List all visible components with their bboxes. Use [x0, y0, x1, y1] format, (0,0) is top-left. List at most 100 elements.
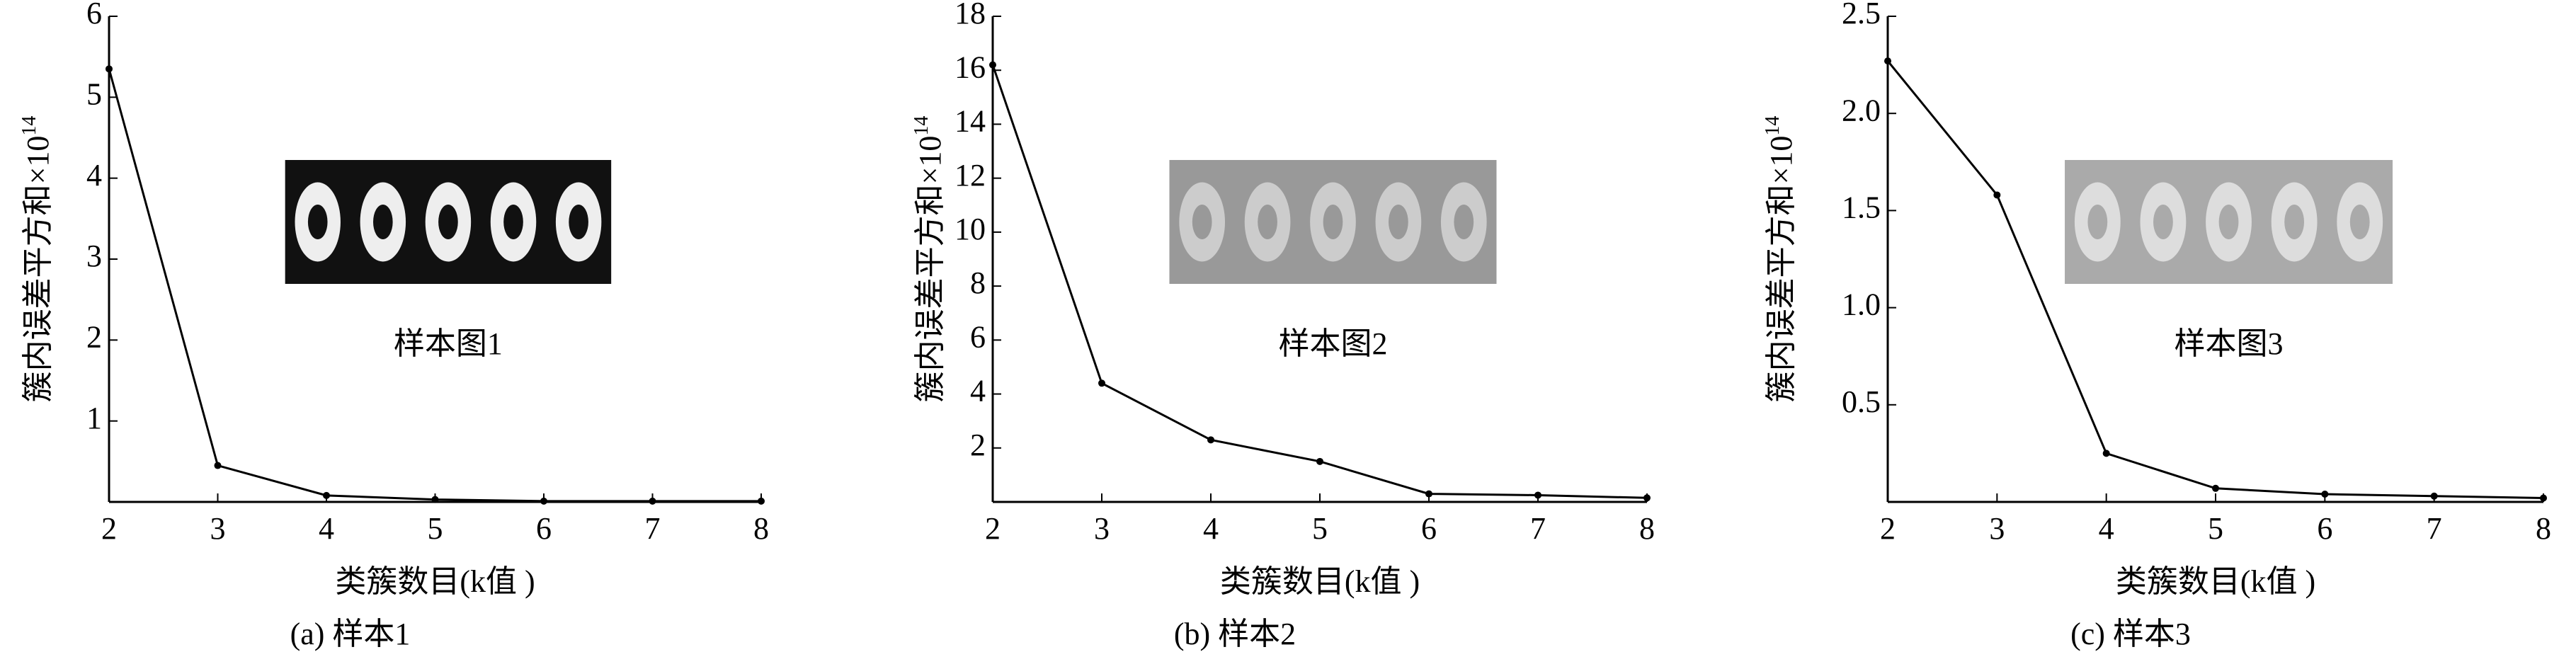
inset-motif [2349, 205, 2370, 239]
inset-image [1169, 160, 1497, 284]
y-tick-label: 18 [954, 0, 986, 30]
y-tick-label: 1.0 [1842, 287, 1881, 322]
data-point [1425, 490, 1432, 498]
y-axis-label: 簇内误差平方和×1014 [1762, 116, 1799, 403]
data-point [649, 497, 656, 505]
y-tick-label: 2 [86, 319, 102, 354]
x-tick-label: 3 [1094, 511, 1110, 546]
inset-motif [1192, 205, 1212, 239]
y-axis-label-text: 簇内误差平方和×10 [1764, 136, 1799, 403]
y-axis-label-exponent: 14 [18, 116, 40, 136]
y-tick-label: 2.5 [1842, 0, 1881, 30]
data-point [1534, 491, 1541, 499]
inset-motif [2153, 205, 2173, 239]
data-point [214, 462, 222, 469]
data-line [108, 68, 761, 503]
inset-motif [1323, 205, 1343, 239]
inset-motif [1389, 205, 1408, 239]
y-tick-label: 8 [970, 265, 986, 300]
inset-motif [1454, 205, 1474, 239]
x-tick-label: 8 [753, 511, 769, 546]
inset-label: 样本图3 [2175, 326, 2284, 361]
x-tick-label: 5 [1312, 511, 1328, 546]
caption: (b) 样本2 [1174, 617, 1296, 651]
data-point [2321, 491, 2329, 498]
x-tick-label: 5 [2208, 511, 2223, 546]
y-tick-label: 1.5 [1842, 190, 1881, 224]
data-point [758, 497, 765, 505]
y-axis-label-exponent: 14 [1762, 116, 1784, 136]
y-tick-label: 12 [954, 158, 986, 193]
x-tick-label: 8 [2536, 511, 2551, 546]
y-axis-label: 簇内误差平方和×1014 [911, 116, 947, 403]
x-tick-label: 4 [1203, 511, 1219, 546]
inset-motif [438, 205, 458, 239]
y-tick-label: 10 [954, 212, 986, 246]
y-tick-label: 1 [86, 401, 102, 435]
x-tick-label: 7 [2427, 511, 2442, 546]
data-point [2540, 494, 2547, 502]
y-tick-label: 4 [970, 374, 986, 408]
y-axis-label: 簇内误差平方和×1014 [18, 116, 55, 403]
inset-motif [503, 205, 523, 239]
chart: 2 4 6 8 10 12 14 16 18 2 3 4 5 6 7 8 样本图2 簇内误差平方和×1014 类簇数… [911, 0, 1655, 651]
caption: (c) 样本3 [2070, 617, 2191, 651]
y-tick-label: 5 [86, 76, 102, 111]
x-tick-label: 3 [210, 511, 226, 546]
y-tick-label: 3 [86, 239, 102, 273]
data-point [1207, 436, 1214, 444]
inset-motif [307, 205, 328, 239]
x-tick-label: 6 [1421, 511, 1437, 546]
y-tick-label: 14 [954, 104, 986, 139]
x-tick-label: 2 [101, 511, 117, 546]
data-point [989, 61, 996, 69]
x-tick-label: 3 [1989, 511, 2005, 546]
inset-motif [2284, 205, 2305, 239]
data-point [2430, 492, 2438, 500]
inset-motif [1258, 205, 1277, 239]
data-point [106, 65, 113, 73]
x-tick-label: 5 [428, 511, 443, 546]
inset-motif [373, 205, 393, 239]
data-point [1643, 494, 1651, 502]
x-axis-label: 类簇数目(k值 ) [1220, 564, 1420, 599]
chart: 1 2 3 4 5 6 2 3 4 5 6 7 8 样本图1 簇内误差平方和×1014 类簇数目(k值 ) (a… [18, 0, 769, 651]
data-point [431, 496, 439, 503]
y-tick-label: 6 [86, 0, 102, 30]
x-tick-label: 7 [645, 511, 661, 546]
y-tick-label: 4 [86, 158, 102, 193]
data-point [1316, 457, 1323, 465]
y-axis-label-text: 簇内误差平方和×10 [21, 136, 55, 403]
inset-motif [2087, 205, 2108, 239]
y-axis-label-exponent: 14 [911, 116, 933, 136]
data-point [1884, 57, 1891, 65]
x-axis-label: 类簇数目(k值 ) [2116, 564, 2315, 599]
data-point [540, 497, 547, 505]
y-tick-label: 16 [954, 50, 986, 84]
y-tick-label: 6 [970, 319, 986, 354]
inset-label: 样本图2 [1278, 326, 1387, 361]
inset-label: 样本图1 [394, 326, 503, 361]
data-point [323, 491, 330, 499]
y-tick-label: 0.5 [1842, 384, 1881, 419]
y-tick-label: 2 [970, 428, 986, 462]
y-tick-label: 2.0 [1842, 93, 1881, 127]
x-tick-label: 6 [2317, 511, 2332, 546]
caption: (a) 样本1 [290, 617, 411, 651]
inset-motif [569, 205, 588, 239]
x-tick-label: 4 [2099, 511, 2114, 546]
data-point [2212, 484, 2219, 492]
x-tick-label: 4 [319, 511, 334, 546]
x-tick-label: 2 [1880, 511, 1896, 546]
x-tick-label: 2 [985, 511, 1001, 546]
x-tick-label: 6 [536, 511, 552, 546]
chart: 0.5 1.0 1.5 2.0 2.5 2 3 4 5 6 7 8 样本图3 簇内误差平方和×1014 类簇… [1762, 0, 2551, 651]
inset-motif [2218, 205, 2239, 239]
data-point [2102, 450, 2110, 457]
y-axis-label-text: 簇内误差平方和×10 [913, 136, 947, 403]
x-tick-label: 8 [1639, 511, 1655, 546]
x-axis-label: 类簇数目(k值 ) [335, 564, 535, 599]
data-point [1993, 191, 2001, 199]
inset-image [2065, 160, 2393, 284]
